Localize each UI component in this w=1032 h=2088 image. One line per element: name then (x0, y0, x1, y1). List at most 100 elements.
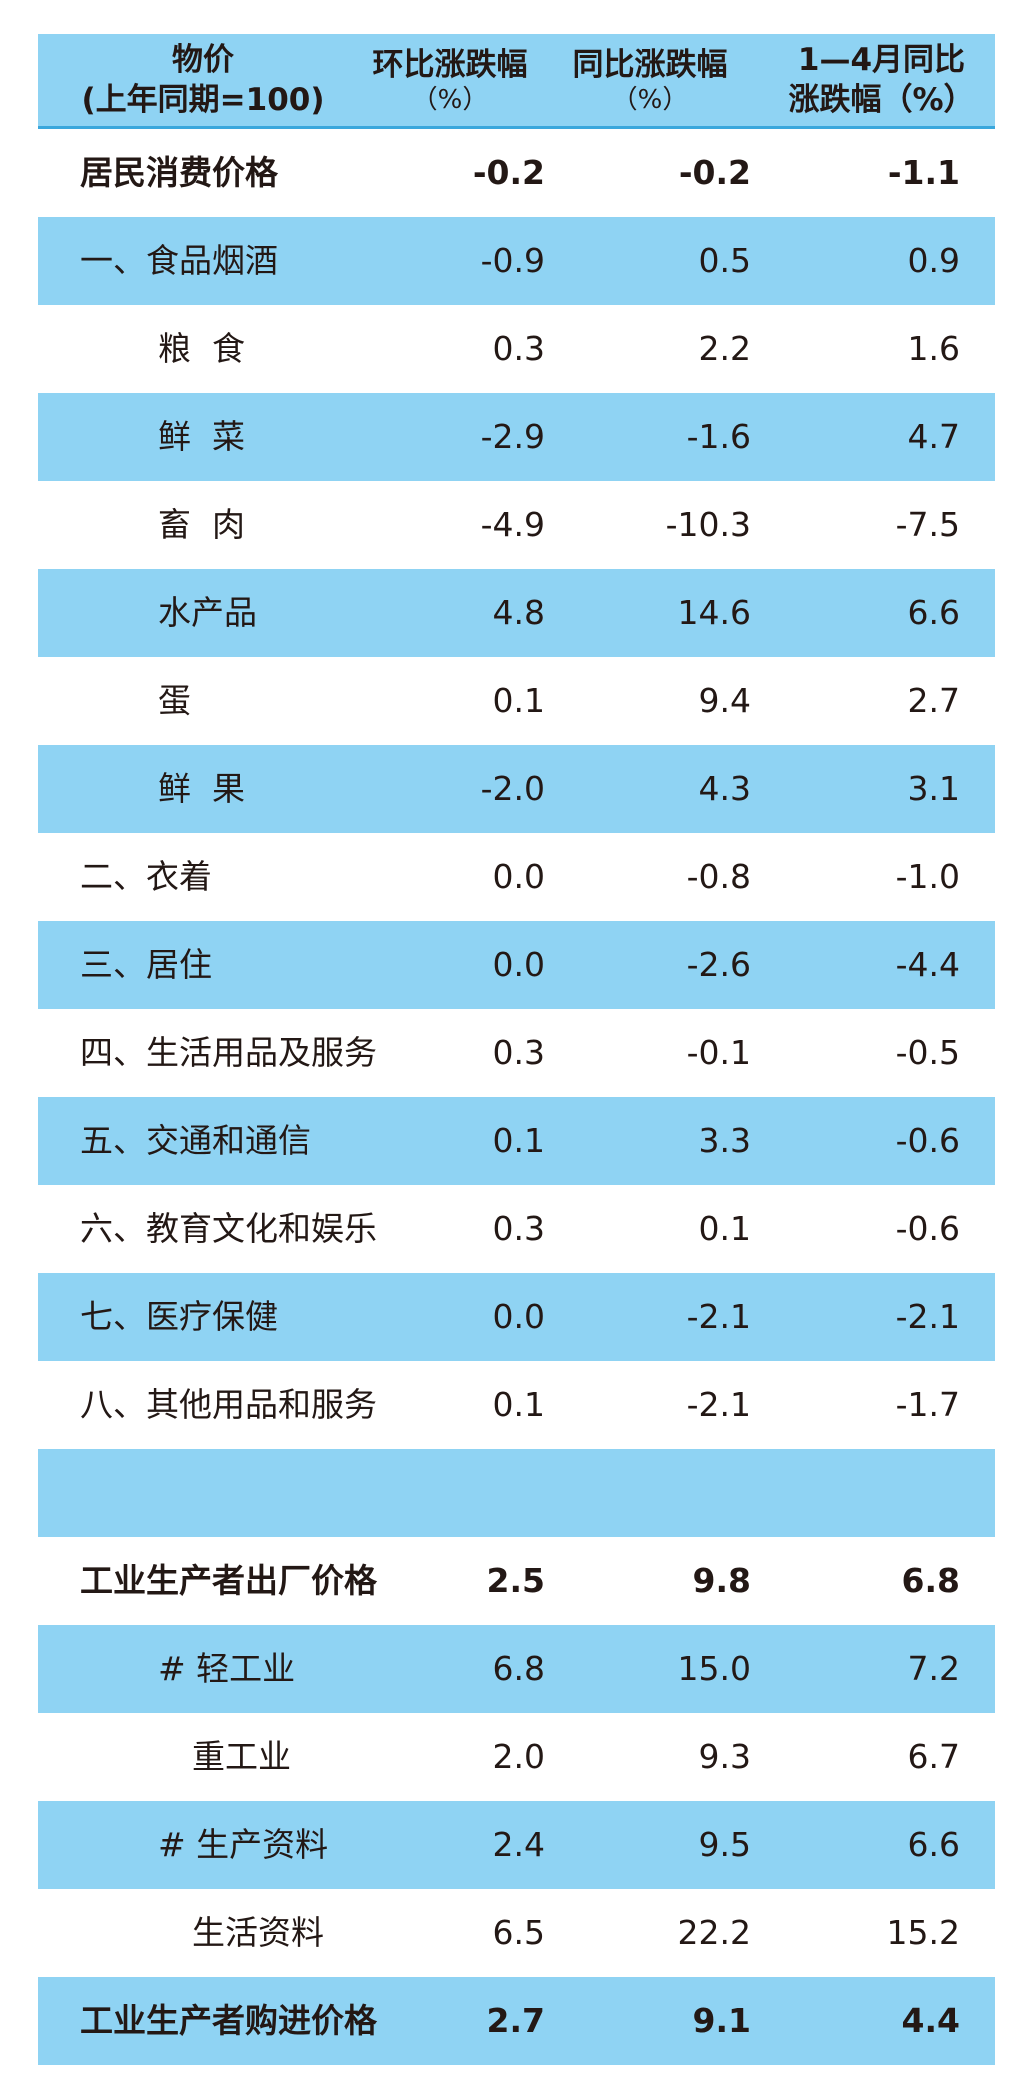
row-yoy-value: -2.1 (686, 1385, 751, 1424)
header-yoy-change-line2: （%） (611, 85, 689, 115)
row-yoy-value: -10.3 (665, 505, 751, 544)
row-mom-value: 0.3 (492, 1209, 545, 1248)
row-label: 重工业 (192, 1737, 291, 1776)
row-ytd-value: -0.5 (895, 1033, 960, 1072)
row-label: 工业生产者出厂价格 (80, 1561, 377, 1600)
table-row: 蛋 0.1 9.4 2.7 (38, 657, 995, 745)
row-label: 三、居住 (80, 945, 212, 984)
row-label: 居民消费价格 (80, 153, 278, 192)
row-mom-value: -0.2 (472, 153, 545, 192)
row-label: 鲜 果 (158, 769, 245, 808)
row-ytd-value: 3.1 (907, 769, 960, 808)
row-label: 五、交通和通信 (80, 1121, 311, 1160)
row-ytd-value: -0.6 (895, 1121, 960, 1160)
row-mom-value: 0.0 (492, 857, 545, 896)
row-mom-value: -2.9 (480, 417, 545, 456)
row-ytd-value: 6.6 (907, 593, 960, 632)
header-item-name: 物价 (上年同期=100) (38, 34, 368, 126)
row-mom-value: -4.9 (480, 505, 545, 544)
row-yoy-value: 4.3 (698, 769, 751, 808)
table-row: 三、居住 0.0 -2.6 -4.4 (38, 921, 995, 1009)
row-ytd-value: -1.1 (887, 153, 960, 192)
row-ytd-value: -2.1 (895, 1297, 960, 1336)
row-mom-value: 0.0 (492, 1297, 545, 1336)
table-row: 鲜 果 -2.0 4.3 3.1 (38, 745, 995, 833)
row-mom-value: -0.9 (480, 241, 545, 280)
row-yoy-value: 9.3 (698, 1737, 751, 1776)
row-ytd-value: -1.0 (895, 857, 960, 896)
row-yoy-value: -2.6 (686, 945, 751, 984)
table-row: 二、衣着 0.0 -0.8 -1.0 (38, 833, 995, 921)
table-row: 七、医疗保健 0.0 -2.1 -2.1 (38, 1273, 995, 1361)
row-yoy-value: -1.6 (686, 417, 751, 456)
table-row: 畜 肉 -4.9 -10.3 -7.5 (38, 481, 995, 569)
row-label: 粮 食 (158, 329, 245, 368)
row-yoy-value: -0.8 (686, 857, 751, 896)
row-ytd-value: 4.4 (901, 2001, 960, 2040)
row-mom-value: 6.8 (492, 1649, 545, 1688)
row-label: 一、食品烟酒 (80, 241, 278, 280)
price-index-table: 物价 (上年同期=100) 环比涨跌幅 （%） 同比涨跌幅 （%） 1—4月同比… (38, 34, 995, 2065)
row-yoy-value: -2.1 (686, 1297, 751, 1336)
table-row: 生活资料 6.5 22.2 15.2 (38, 1889, 995, 1977)
table-row: 工业生产者购进价格 2.7 9.1 4.4 (38, 1977, 995, 2065)
row-yoy-value: 9.1 (692, 2001, 751, 2040)
header-ytd-yoy-change-line1: 1—4月同比 (797, 42, 966, 78)
header-mom-change-line1: 环比涨跌幅 (372, 47, 528, 83)
row-ytd-value: 0.9 (907, 241, 960, 280)
row-mom-value: 0.1 (492, 681, 545, 720)
row-mom-value: 2.0 (492, 1737, 545, 1776)
row-mom-value: 2.4 (492, 1825, 545, 1864)
row-yoy-value: 9.5 (698, 1825, 751, 1864)
row-ytd-value: 7.2 (907, 1649, 960, 1688)
row-label: 工业生产者购进价格 (80, 2001, 377, 2040)
header-mom-change: 环比涨跌幅 （%） (350, 34, 550, 126)
table-row: 五、交通和通信 0.1 3.3 -0.6 (38, 1097, 995, 1185)
row-yoy-value: 0.1 (698, 1209, 751, 1248)
row-mom-value: -2.0 (480, 769, 545, 808)
table-row: 鲜 菜 -2.9 -1.6 4.7 (38, 393, 995, 481)
row-mom-value: 0.0 (492, 945, 545, 984)
table-row: 工业生产者出厂价格 2.5 9.8 6.8 (38, 1537, 995, 1625)
row-yoy-value: 15.0 (677, 1649, 751, 1688)
row-ytd-value: 6.7 (907, 1737, 960, 1776)
row-label: 畜 肉 (158, 505, 245, 544)
row-yoy-value: -0.2 (678, 153, 751, 192)
row-label: 水产品 (158, 593, 257, 632)
row-label: # 轻工业 (158, 1649, 296, 1688)
row-label: 生活资料 (192, 1913, 324, 1952)
header-ytd-yoy-change-line2: 涨跌幅（%） (788, 82, 975, 118)
row-label: 八、其他用品和服务 (80, 1385, 377, 1424)
header-yoy-change-line1: 同比涨跌幅 (572, 47, 728, 83)
row-ytd-value: 2.7 (907, 681, 960, 720)
header-item-name-line1: 物价 (172, 42, 234, 78)
row-yoy-value: 0.5 (698, 241, 751, 280)
header-yoy-change: 同比涨跌幅 （%） (550, 34, 750, 126)
table-row: # 轻工业 6.8 15.0 7.2 (38, 1625, 995, 1713)
row-mom-value: 2.7 (486, 2001, 545, 2040)
row-mom-value: 4.8 (492, 593, 545, 632)
table-row-spacer (38, 1449, 995, 1537)
row-ytd-value: -7.5 (895, 505, 960, 544)
row-label: 七、医疗保健 (80, 1297, 278, 1336)
row-ytd-value: -0.6 (895, 1209, 960, 1248)
table-row: 居民消费价格 -0.2 -0.2 -1.1 (38, 129, 995, 217)
table-row: 一、食品烟酒 -0.9 0.5 0.9 (38, 217, 995, 305)
row-label: 二、衣着 (80, 857, 212, 896)
row-label: # 生产资料 (158, 1825, 329, 1864)
row-ytd-value: 15.2 (886, 1913, 960, 1952)
row-yoy-value: 22.2 (677, 1913, 751, 1952)
row-yoy-value: 3.3 (698, 1121, 751, 1160)
table-row: 重工业 2.0 9.3 6.7 (38, 1713, 995, 1801)
header-mom-change-line2: （%） (411, 85, 489, 115)
table-row: 六、教育文化和娱乐 0.3 0.1 -0.6 (38, 1185, 995, 1273)
table-row: 粮 食 0.3 2.2 1.6 (38, 305, 995, 393)
table-row: 水产品 4.8 14.6 6.6 (38, 569, 995, 657)
table-row: # 生产资料 2.4 9.5 6.6 (38, 1801, 995, 1889)
row-ytd-value: 6.8 (901, 1561, 960, 1600)
row-yoy-value: -0.1 (686, 1033, 751, 1072)
row-label: 蛋 (158, 681, 191, 720)
row-label: 鲜 菜 (158, 417, 245, 456)
row-mom-value: 2.5 (486, 1561, 545, 1600)
table-header: 物价 (上年同期=100) 环比涨跌幅 （%） 同比涨跌幅 （%） 1—4月同比… (38, 34, 995, 129)
